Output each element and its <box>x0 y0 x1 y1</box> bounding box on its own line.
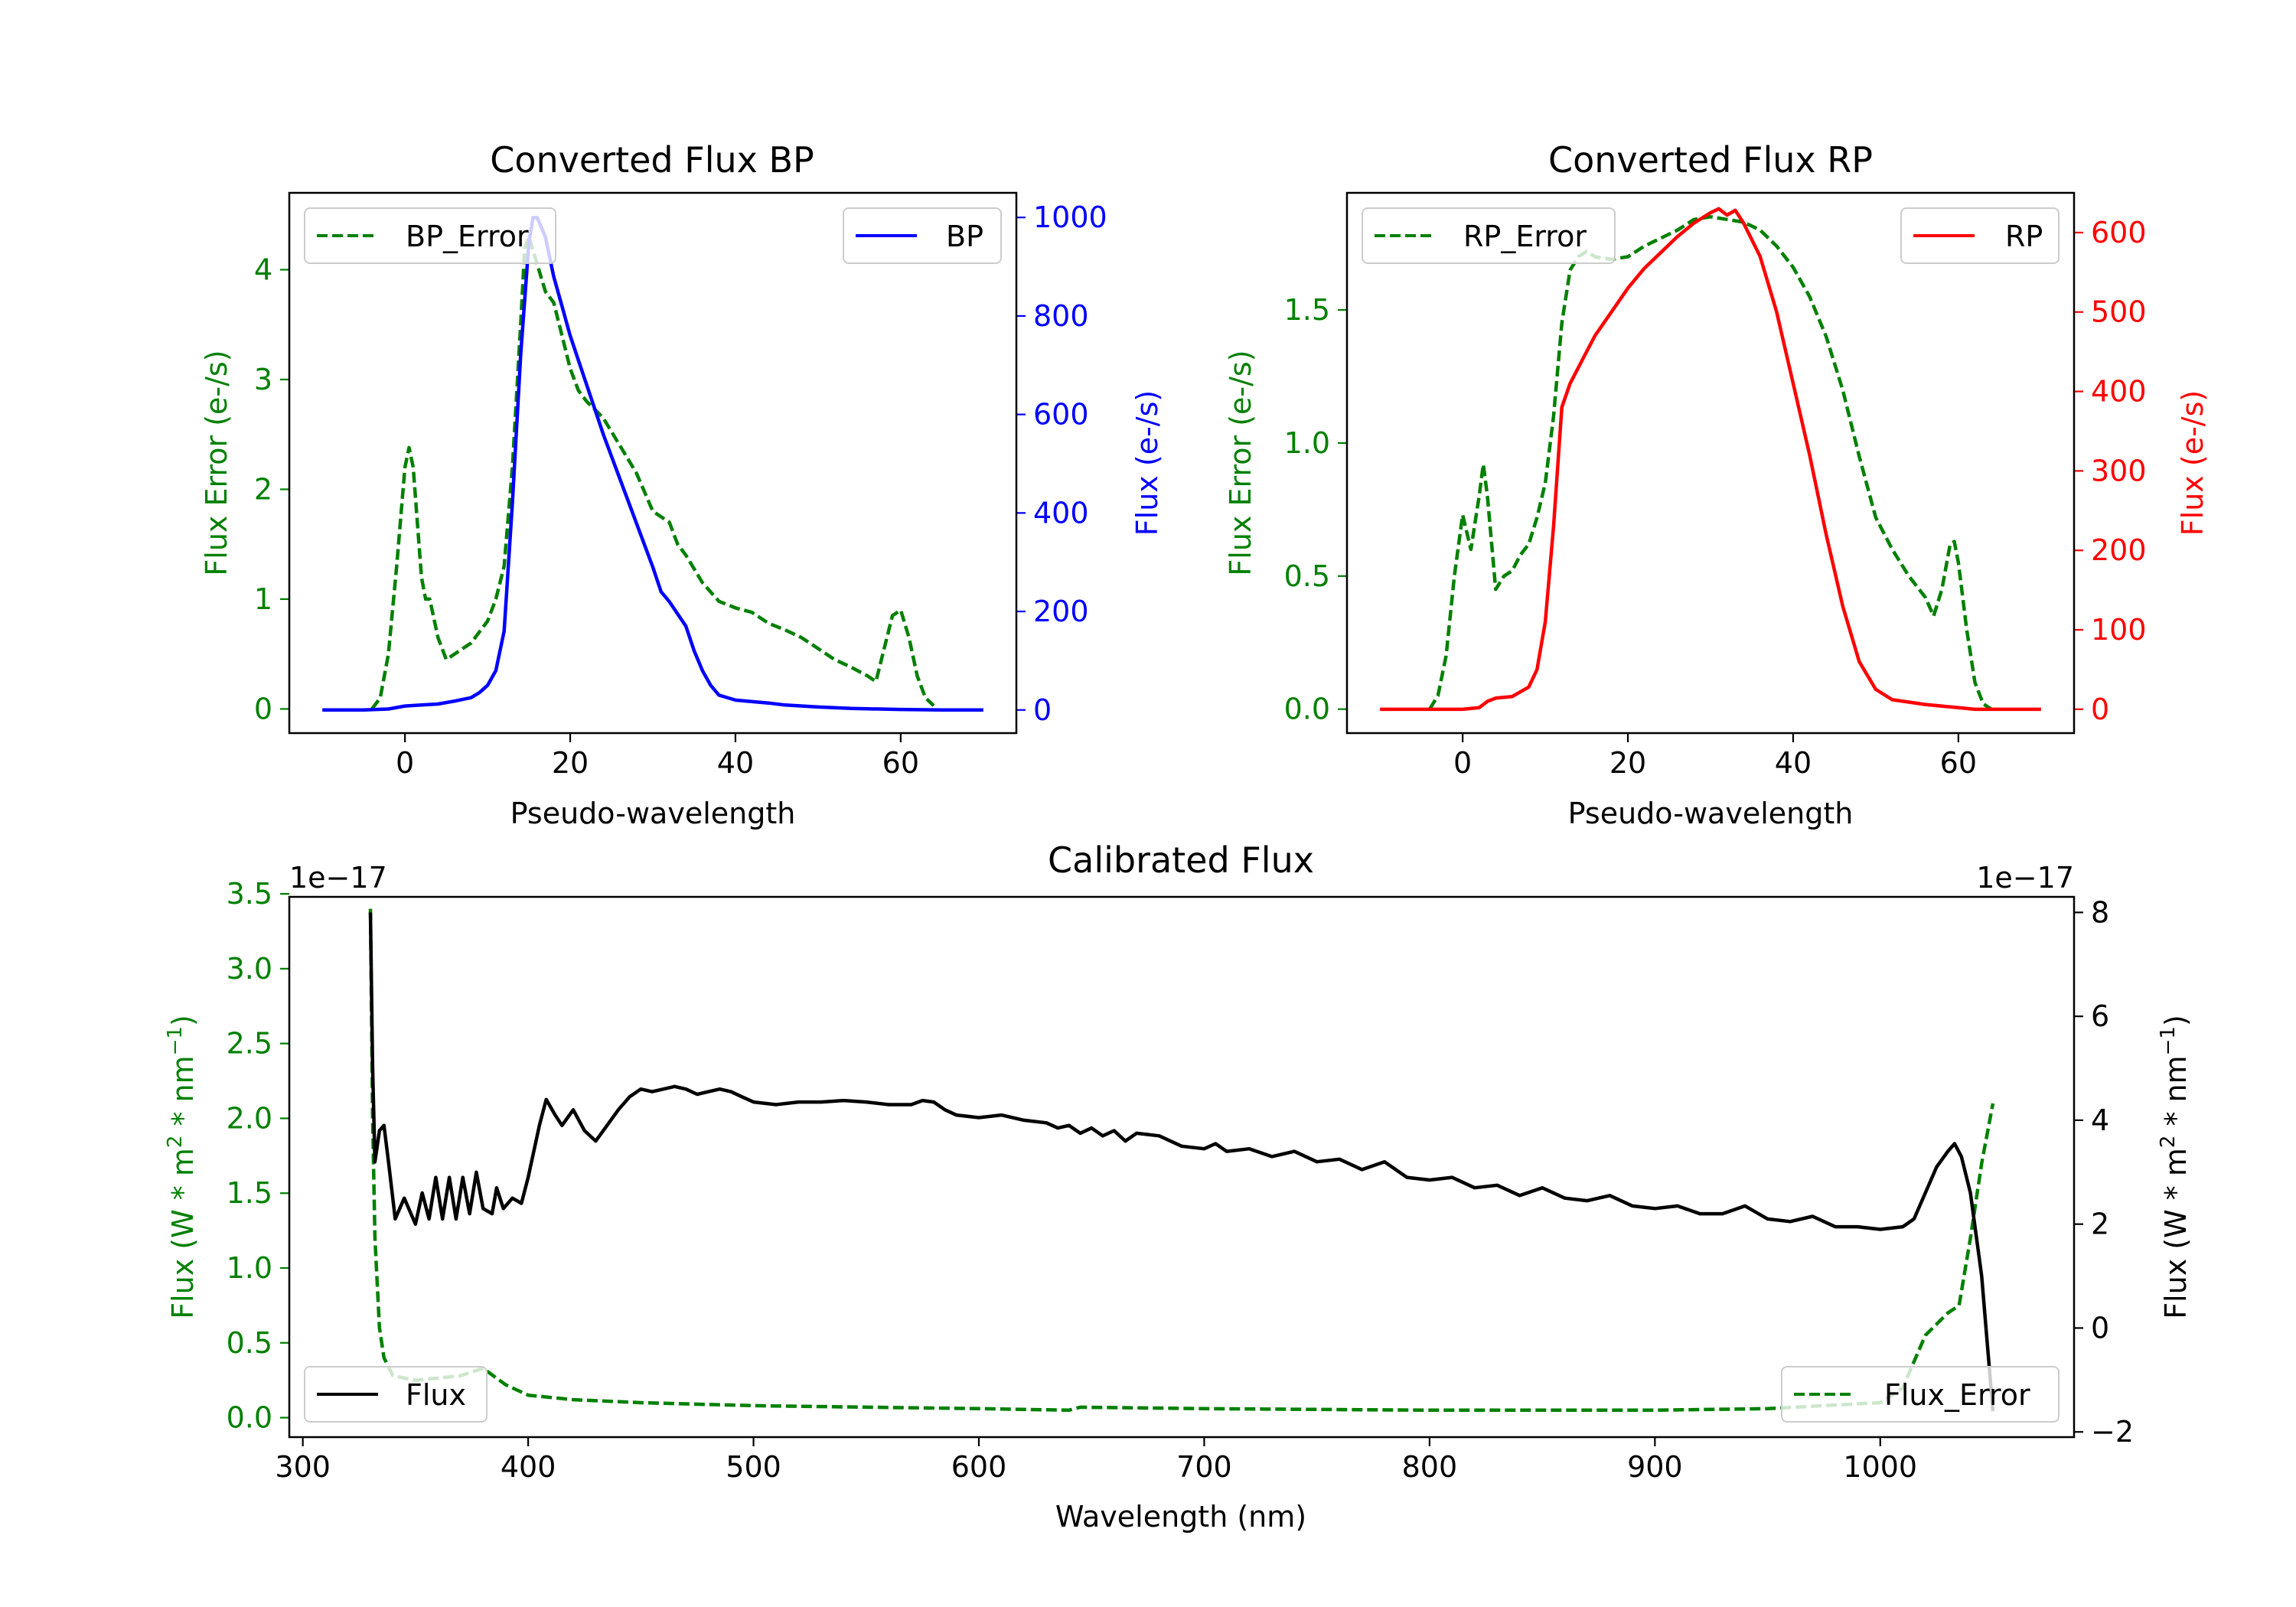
calibrated-ytick-left-label: 3.5 <box>227 877 272 911</box>
rp-ytick-left-label: 0.0 <box>1284 693 1330 726</box>
rp-ytick-right-label: 600 <box>2091 216 2147 249</box>
bp-legend-flux: BP <box>843 207 1002 264</box>
bp-legend-flux-label: BP <box>946 220 983 253</box>
rp-ticks-layer: 0 20 40 60 0.0 0.5 1.0 1.5 0 100 200 300 400 500 600 <box>1284 216 2147 780</box>
bp-ylabel-left: Flux Error (e-/s) <box>200 350 233 575</box>
rp-ytick-right-label: 200 <box>2091 533 2147 567</box>
bp-ytick-right-label: 600 <box>1033 398 1089 432</box>
calibrated-ytick-left-label: 0.5 <box>227 1326 272 1360</box>
calibrated-legend-error-label: Flux_Error <box>1884 1378 2030 1412</box>
bp-legend-error-label: BP_Error <box>406 220 529 253</box>
calibrated-ytick-left-label: 2.0 <box>227 1101 272 1135</box>
calibrated-ytick-left-label: 3.0 <box>227 952 272 986</box>
rp-ylabel-right: Flux (e-/s) <box>2176 390 2210 536</box>
calibrated-ytick-right-label: 0 <box>2091 1311 2109 1345</box>
bp-ytick-right-label: 200 <box>1033 595 1089 628</box>
calibrated-xtick-label: 700 <box>1176 1450 1232 1484</box>
rp-plot-frame <box>1345 191 2076 735</box>
calibrated-xtick-label: 900 <box>1627 1450 1683 1484</box>
calibrated-xlabel: Wavelength (nm) <box>1055 1500 1306 1534</box>
calibrated-ytick-left-label: 1.0 <box>227 1251 272 1285</box>
rp-ytick-right-label: 0 <box>2091 693 2109 726</box>
calibrated-plot-frame <box>288 895 2076 1439</box>
rp-legend-error-label: RP_Error <box>1463 220 1587 253</box>
rp-series-layer <box>1380 207 2041 712</box>
calibrated-offset-left: 1e−17 <box>289 861 387 895</box>
rp-ytick-right-label: 500 <box>2091 295 2147 329</box>
calibrated-offset-right: 1e−17 <box>1976 861 2074 895</box>
bp-title: Converted Flux BP <box>490 139 814 181</box>
bp-panel: Converted Flux BP 0 20 40 60012340200400600… <box>200 139 1164 830</box>
rp-ylabel-left: Flux Error (e-/s) <box>1224 350 1257 575</box>
bp-ytick-left-label: 1 <box>254 582 272 616</box>
calibrated-ylabel-right: Flux (W * m2 * nm−1) <box>2157 1015 2193 1319</box>
bp-xtick-label: 0 <box>396 746 414 780</box>
bp-ytick-left-label: 3 <box>254 363 272 396</box>
rp-legend-error: RP_Error <box>1362 207 1616 264</box>
rp-legend-flux-label: RP <box>2005 220 2043 253</box>
bp-ytick-right-label: 0 <box>1033 693 1052 727</box>
calibrated-legend-flux-label: Flux <box>406 1378 466 1412</box>
rp-legend-flux: RP <box>1900 207 2060 264</box>
rp-panel: Converted Flux RP 0 20 40 60 0.0 0.5 1.0 1.5 0 10… <box>1224 139 2210 830</box>
bp-legend-error: BP_Error <box>304 207 556 264</box>
bp-plot-frame <box>288 191 1018 735</box>
rp-ytick-right-label: 100 <box>2091 613 2147 647</box>
bp-ytick-right-label: 400 <box>1033 496 1089 530</box>
calibrated-xtick-label: 300 <box>275 1450 331 1484</box>
bp-xtick-label: 40 <box>717 746 754 780</box>
bp-series-bp-error <box>370 235 935 710</box>
calibrated-ticks-layer: 300 400 500 600 700 800 900 1000 0.0 0.5 1.0 1.5 2.0… <box>227 877 2134 1484</box>
calibrated-xtick-label: 500 <box>726 1450 781 1484</box>
rp-ytick-right-label: 300 <box>2091 454 2147 487</box>
bp-ytick-left-label: 2 <box>254 472 272 506</box>
rp-xtick-label: 60 <box>1940 746 1977 780</box>
bp-xtick-label: 60 <box>882 746 919 780</box>
bp-xtick-label: 20 <box>552 746 589 780</box>
calibrated-xtick-label: 800 <box>1402 1450 1458 1484</box>
bp-xlabel: Pseudo-wavelength <box>510 797 796 830</box>
rp-xtick-label: 20 <box>1609 746 1646 780</box>
calibrated-legend-error: Flux_Error <box>1781 1366 2060 1423</box>
calibrated-ytick-right-label: 8 <box>2091 895 2109 929</box>
rp-ytick-left-label: 1.5 <box>1284 293 1330 327</box>
calibrated-ylabel-left: Flux (W * m2 * nm−1) <box>164 1015 200 1319</box>
calibrated-xtick-label: 1000 <box>1843 1450 1917 1484</box>
rp-series-rp <box>1380 207 2041 712</box>
calibrated-xtick-label: 400 <box>501 1450 556 1484</box>
rp-xtick-label: 40 <box>1775 746 1812 780</box>
rp-xlabel: Pseudo-wavelength <box>1568 797 1854 830</box>
calibrated-ytick-left-label: 2.5 <box>227 1027 272 1061</box>
calibrated-ytick-right-label: 4 <box>2091 1103 2109 1137</box>
rp-ytick-right-label: 400 <box>2091 375 2147 409</box>
rp-series-rp-error <box>1428 215 1993 711</box>
calibrated-ytick-left-label: 0.0 <box>227 1401 272 1435</box>
calibrated-title: Calibrated Flux <box>1048 839 1314 881</box>
rp-ytick-left-label: 1.0 <box>1284 426 1330 460</box>
rp-ytick-left-label: 0.5 <box>1284 559 1330 593</box>
calibrated-legend-flux: Flux <box>304 1366 488 1423</box>
bp-ytick-right-label: 1000 <box>1033 200 1107 234</box>
calibrated-ytick-left-label: 1.5 <box>227 1176 272 1210</box>
bp-ytick-left-label: 0 <box>254 692 272 725</box>
calibrated-panel: Calibrated Flux 300 400 500 600 700 800 900 100… <box>164 839 2193 1534</box>
rp-xtick-label: 0 <box>1453 746 1472 780</box>
calibrated-series-flux <box>368 912 1995 1412</box>
bp-ytick-right-label: 800 <box>1033 299 1089 333</box>
calibrated-ytick-right-label: 2 <box>2091 1208 2109 1241</box>
calibrated-ytick-right-label: 6 <box>2091 999 2109 1033</box>
bp-series-bp <box>322 215 983 712</box>
rp-title: Converted Flux RP <box>1548 139 1873 181</box>
calibrated-xtick-label: 600 <box>951 1450 1007 1484</box>
bp-ytick-left-label: 4 <box>254 253 272 286</box>
bp-series-layer <box>322 215 983 712</box>
calibrated-ytick-right-label: −2 <box>2091 1415 2134 1449</box>
bp-ylabel-right: Flux (e-/s) <box>1130 390 1164 536</box>
